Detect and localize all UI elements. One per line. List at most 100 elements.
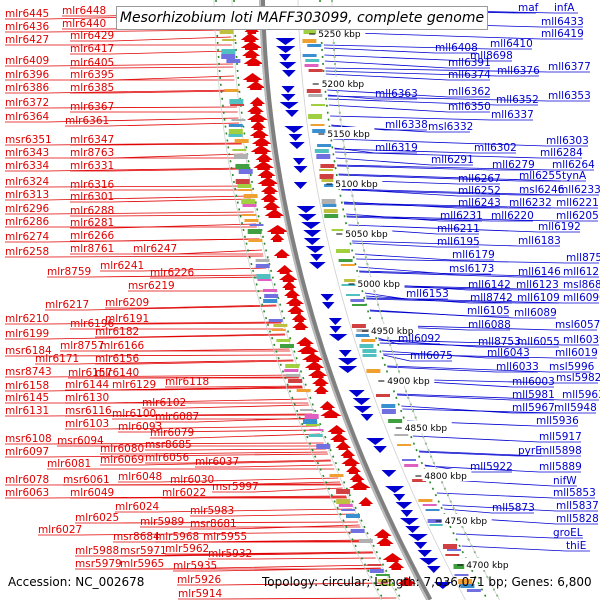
- gene-label-left[interactable]: mlr6247: [133, 243, 177, 255]
- gene-label-left[interactable]: mlr5926: [177, 574, 222, 586]
- gene-label-left[interactable]: mlr6274: [5, 231, 50, 243]
- gene-label-left[interactable]: mlr5988: [75, 545, 119, 557]
- gene-label-right[interactable]: thiE: [566, 540, 586, 552]
- gene-label-right[interactable]: mll6353: [548, 90, 591, 102]
- gene-label-right[interactable]: mll8698: [470, 50, 513, 62]
- gene-label-right[interactable]: mll6419: [541, 28, 584, 40]
- gene-label-left[interactable]: msr6061: [63, 474, 110, 486]
- gene-label-left[interactable]: mlr6331: [70, 160, 114, 172]
- gene-label-left[interactable]: mlr6217: [45, 299, 89, 311]
- gene-label-left[interactable]: mlr6191: [105, 313, 149, 325]
- gene-label-right[interactable]: mll8754: [566, 252, 600, 264]
- gene-label-right[interactable]: mll6350: [448, 101, 491, 113]
- gene-label-right[interactable]: mll6284: [540, 147, 583, 159]
- gene-label-left[interactable]: mlr6158: [5, 380, 49, 392]
- gene-label-left[interactable]: mlr6343: [5, 147, 49, 159]
- gene-label-right[interactable]: msl8686: [563, 279, 600, 291]
- gene-label-left[interactable]: mlr6405: [70, 57, 114, 69]
- gene-label-right[interactable]: mll6408: [435, 42, 478, 54]
- gene-label-left[interactable]: mlr6131: [5, 405, 49, 417]
- gene-label-right[interactable]: mll5873: [492, 502, 535, 514]
- gene-label-right[interactable]: mll6105: [467, 305, 510, 317]
- gene-label-left[interactable]: mlr5914: [178, 588, 223, 600]
- gene-label-left[interactable]: msr6351: [5, 134, 52, 146]
- gene-label-right[interactable]: mll6039: [563, 334, 600, 346]
- gene-label-right[interactable]: mll6377: [548, 61, 591, 73]
- gene-label-left[interactable]: mlr6081: [47, 458, 91, 470]
- gene-label-left[interactable]: msr6116: [65, 405, 112, 417]
- gene-label-left[interactable]: mlr6361: [65, 115, 109, 127]
- gene-label-left[interactable]: mlr6301: [70, 191, 114, 203]
- gene-label-left[interactable]: mlr6196: [70, 318, 115, 330]
- gene-label-right[interactable]: mll6255: [519, 170, 562, 182]
- gene-label-right[interactable]: mll5936: [536, 415, 579, 427]
- gene-label-left[interactable]: mlr6157: [68, 367, 112, 379]
- gene-label-left[interactable]: mlr6022: [162, 487, 206, 499]
- gene-label-left[interactable]: mlr6130: [65, 392, 109, 404]
- gene-label-left[interactable]: mlr6030: [170, 474, 214, 486]
- gene-label-left[interactable]: mlr6334: [5, 160, 50, 172]
- gene-label-right[interactable]: mll6142: [468, 279, 511, 291]
- gene-label-right[interactable]: mll6211: [437, 223, 480, 235]
- gene-label-right[interactable]: mll6146: [518, 266, 561, 278]
- gene-label-left[interactable]: msr8685: [145, 439, 192, 451]
- gene-label-left[interactable]: mlr6448: [62, 5, 106, 17]
- gene-label-left[interactable]: msr8684: [113, 531, 160, 543]
- gene-label-left[interactable]: mlr6103: [65, 418, 109, 430]
- gene-label-right[interactable]: mll5889: [539, 461, 582, 473]
- gene-label-right[interactable]: mll8742: [470, 292, 513, 304]
- gene-label-right[interactable]: mll6352: [496, 94, 539, 106]
- gene-label-left[interactable]: mlr6266: [70, 230, 115, 242]
- gene-label-left[interactable]: msr6184: [5, 345, 52, 357]
- gene-label-left[interactable]: mlr6385: [70, 82, 114, 94]
- gene-label-left[interactable]: mlr6324: [5, 176, 50, 188]
- gene-label-right[interactable]: mll6376: [497, 65, 540, 77]
- gene-label-left[interactable]: mlr5965: [120, 558, 164, 570]
- gene-label-right[interactable]: mll6231: [440, 210, 483, 222]
- gene-label-right[interactable]: mll6338: [385, 119, 428, 131]
- gene-label-right[interactable]: mll6205: [556, 210, 599, 222]
- gene-label-right[interactable]: mll6221: [556, 197, 599, 209]
- gene-label-right[interactable]: mll6362: [448, 86, 491, 98]
- gene-label-left[interactable]: mlr6396: [5, 69, 50, 81]
- gene-label-left[interactable]: mlr6087: [155, 411, 199, 423]
- gene-label-right[interactable]: mll5948: [554, 402, 597, 414]
- gene-label-left[interactable]: mlr6281: [70, 217, 114, 229]
- gene-label-left[interactable]: mlr8763: [70, 147, 114, 159]
- gene-label-left[interactable]: mlr6417: [70, 43, 114, 55]
- gene-label-left[interactable]: mlr6199: [5, 328, 49, 340]
- gene-label-right[interactable]: mll6267: [458, 173, 501, 185]
- gene-label-left[interactable]: mlr8757: [60, 340, 104, 352]
- gene-label-right[interactable]: mll5967: [512, 402, 555, 414]
- gene-label-right[interactable]: mll6303: [546, 135, 589, 147]
- gene-label-left[interactable]: mlr6182: [95, 326, 139, 338]
- gene-label-left[interactable]: msr6219: [128, 280, 175, 292]
- gene-label-right[interactable]: mll6088: [468, 319, 511, 331]
- gene-label-right[interactable]: msl6332: [428, 121, 473, 133]
- gene-label-left[interactable]: msr5997: [212, 481, 259, 493]
- gene-label-left[interactable]: mlr6226: [150, 267, 195, 279]
- gene-label-left[interactable]: mlr6145: [5, 392, 49, 404]
- gene-label-right[interactable]: mll6252: [458, 185, 501, 197]
- gene-label-left[interactable]: mlr6440: [62, 18, 106, 30]
- gene-label-left[interactable]: mlr5935: [173, 560, 217, 572]
- gene-label-right[interactable]: maf: [518, 2, 539, 14]
- gene-label-left[interactable]: mlr6209: [105, 297, 149, 309]
- gene-label-left[interactable]: mlr5983: [190, 505, 234, 517]
- gene-label-left[interactable]: mlr6048: [118, 471, 162, 483]
- gene-label-right[interactable]: mll6192: [538, 221, 581, 233]
- gene-label-right[interactable]: mll6179: [452, 249, 495, 261]
- gene-label-right[interactable]: mll6319: [375, 142, 418, 154]
- gene-label-left[interactable]: mlr6386: [5, 82, 50, 94]
- gene-label-left[interactable]: mlr6144: [65, 379, 110, 391]
- gene-label-right[interactable]: mll5837: [556, 500, 599, 512]
- gene-label-left[interactable]: mlr6078: [5, 474, 49, 486]
- gene-label-left[interactable]: mlr6093: [118, 421, 162, 433]
- gene-label-left[interactable]: mlr6063: [5, 487, 49, 499]
- gene-label-right[interactable]: mll5922: [470, 461, 513, 473]
- gene-label-left[interactable]: mlr5989: [140, 516, 184, 528]
- gene-label-left[interactable]: mlr6171: [35, 353, 79, 365]
- gene-label-left[interactable]: mlr6288: [70, 205, 114, 217]
- gene-label-right[interactable]: mll6337: [491, 109, 534, 121]
- gene-label-right[interactable]: mll5917: [539, 431, 582, 443]
